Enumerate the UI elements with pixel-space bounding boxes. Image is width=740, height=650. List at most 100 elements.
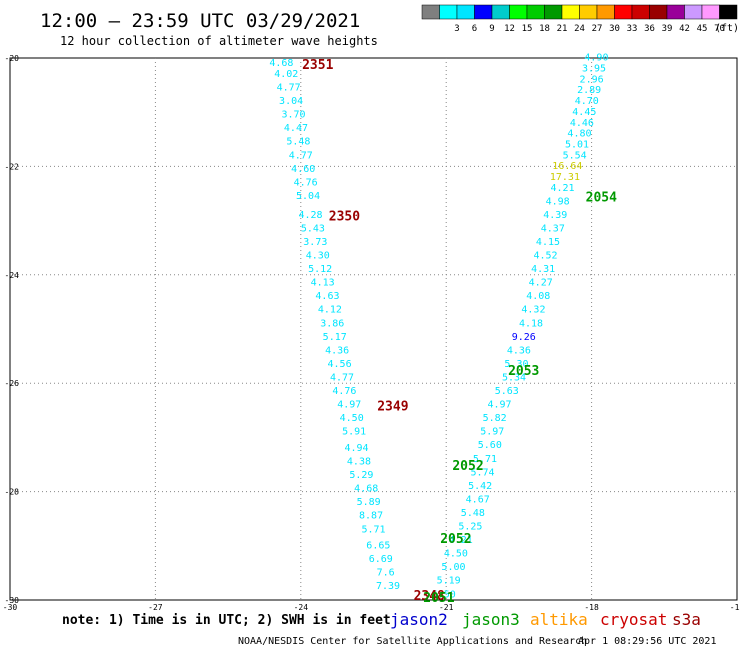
color-swatch (701, 4, 720, 20)
wave-height-point: 4.67 (466, 494, 490, 505)
color-swatch-label: 9 (489, 24, 494, 34)
wave-height-point: 4.39 (543, 210, 567, 221)
wave-height-point: 4.36 (507, 345, 531, 356)
wave-height-point: 7.6 (377, 568, 395, 579)
color-swatch (649, 4, 668, 20)
wave-height-point: 5.89 (357, 497, 381, 508)
color-swatch (456, 4, 475, 20)
wave-height-point: 5.04 (296, 191, 320, 202)
y-tick-label: -26 (5, 379, 20, 388)
wave-height-point: 4.76 (332, 386, 356, 397)
wave-height-point: 4.63 (315, 291, 339, 302)
wave-height-point: 4.02 (274, 69, 298, 80)
wave-height-point: 5.30 (504, 359, 528, 370)
wave-height-point: 5.29 (349, 470, 373, 481)
wave-height-point: 4.50 (340, 413, 364, 424)
wave-height-point: 4.52 (534, 251, 558, 262)
wave-height-point: 5.42 (468, 481, 492, 492)
wave-height-point: 5.48 (461, 508, 485, 519)
wave-height-point: 4.28 (298, 210, 322, 221)
wave-height-point: 4.38 (347, 457, 371, 468)
wave-height-point: 3.04 (279, 96, 303, 107)
wave-height-point: 2.89 (577, 85, 601, 96)
color-swatch-label: 33 (627, 24, 638, 34)
wave-height-point: 4.18 (519, 318, 543, 329)
wave-height-point: 4.31 (531, 264, 555, 275)
pass-time-label: 2351 (302, 58, 333, 73)
wave-height-point: 4.97 (487, 400, 511, 411)
wave-height-point: 5.25 (458, 522, 482, 533)
wave-height-point: 5.97 (480, 427, 504, 438)
wave-height-point: 4.21 (449, 535, 473, 546)
y-tick-label: -20 (5, 54, 20, 63)
satellite-name: s3a (672, 610, 701, 629)
color-swatch (614, 4, 633, 20)
pass-time-label: 2054 (586, 191, 617, 206)
footer-credit: NOAA/NESDIS Center for Satellite Applica… (238, 636, 587, 647)
wave-height-point: 4.90 (584, 53, 608, 64)
color-swatch (491, 4, 510, 20)
wave-height-point: 3.95 (582, 64, 606, 75)
color-swatch (421, 4, 440, 20)
footer-note: note: 1) Time is in UTC; 2) SWH is in fe… (62, 613, 391, 628)
wave-height-point: 4.94 (344, 443, 368, 454)
wave-height-point: 3.70 (281, 110, 305, 121)
x-tick-label: -24 (294, 603, 309, 612)
satellite-legend: jason2 jason3 altika cryosat s3a (390, 610, 701, 629)
wave-height-point: 4.46 (570, 118, 594, 129)
chart-title: 12:00 – 23:59 UTC 03/29/2021 (40, 10, 360, 32)
track-b-points: 4.903.952.962.894.704.454.464.805.015.54… (432, 53, 609, 601)
wave-height-point: 4.80 (567, 129, 591, 140)
pass-time-label: 2052 (452, 459, 483, 474)
wave-height-point: 5.82 (483, 413, 507, 424)
wave-height-point: 7.39 (376, 581, 400, 592)
wave-height-point: 4.77 (289, 150, 313, 161)
color-swatch-label: 12 (504, 24, 515, 34)
pass-time-label: 2053 (508, 364, 539, 379)
x-tick-label: -30 (3, 603, 18, 612)
color-swatch-label: 6 (472, 24, 477, 34)
chart-subtitle: 12 hour collection of altimeter wave hei… (60, 34, 378, 48)
axis-tick-labels: -20 -22 -24 -26 -28 -30-30 -27 -24 -21 -18 -15 (3, 54, 740, 612)
wave-height-point: 5.34 (502, 372, 526, 383)
wave-height-point: 8.87 (359, 511, 383, 522)
wave-height-point: 4.37 (541, 223, 565, 234)
color-swatch (579, 4, 598, 20)
color-swatch (439, 4, 458, 20)
wave-height-point: 5.01 (565, 139, 589, 150)
color-swatch (509, 4, 528, 20)
x-tick-label: -21 (439, 603, 454, 612)
wave-height-point: 3.86 (320, 318, 344, 329)
footer-timestamp: Apr 1 08:29:56 UTC 2021 (578, 636, 716, 647)
wave-height-point: 5.12 (308, 264, 332, 275)
wave-height-point: 2.96 (580, 74, 604, 85)
color-swatch-label: 70 (714, 24, 725, 34)
wave-height-point: 5.71 (361, 524, 385, 535)
wave-height-point: 6.65 (366, 541, 390, 552)
wave-height-point: 5.19 (437, 576, 461, 587)
track-a-points: 4.684.024.773.043.704.475.484.774.604.76… (269, 58, 400, 592)
wave-height-point: 4.68 (354, 484, 378, 495)
color-swatch (544, 4, 563, 20)
pass-time-label: 2350 (329, 210, 360, 225)
wave-height-point: 5.00 (441, 562, 465, 573)
color-swatch (596, 4, 615, 20)
color-swatch-label: 24 (574, 24, 585, 34)
color-swatch (684, 4, 703, 20)
y-tick-label: -30 (5, 596, 20, 605)
pass-time-label: 2349 (377, 399, 408, 414)
wave-height-point: 4.77 (330, 372, 354, 383)
wave-height-point: 4.50 (444, 549, 468, 560)
wave-height-point: 4.15 (536, 237, 560, 248)
wave-height-point: 4.56 (328, 359, 352, 370)
wave-height-point: 5.50 (432, 589, 456, 600)
wave-height-point: 4.32 (521, 305, 545, 316)
x-tick-label: -15 (730, 603, 740, 612)
color-swatch-label: 21 (557, 24, 568, 34)
wave-height-point: 9.26 (512, 332, 536, 343)
color-swatch (474, 4, 493, 20)
y-tick-label: -22 (5, 162, 20, 171)
wave-height-point: 4.60 (291, 164, 315, 175)
wave-height-point: 16.64 (552, 161, 582, 172)
y-tick-label: -24 (5, 271, 20, 280)
